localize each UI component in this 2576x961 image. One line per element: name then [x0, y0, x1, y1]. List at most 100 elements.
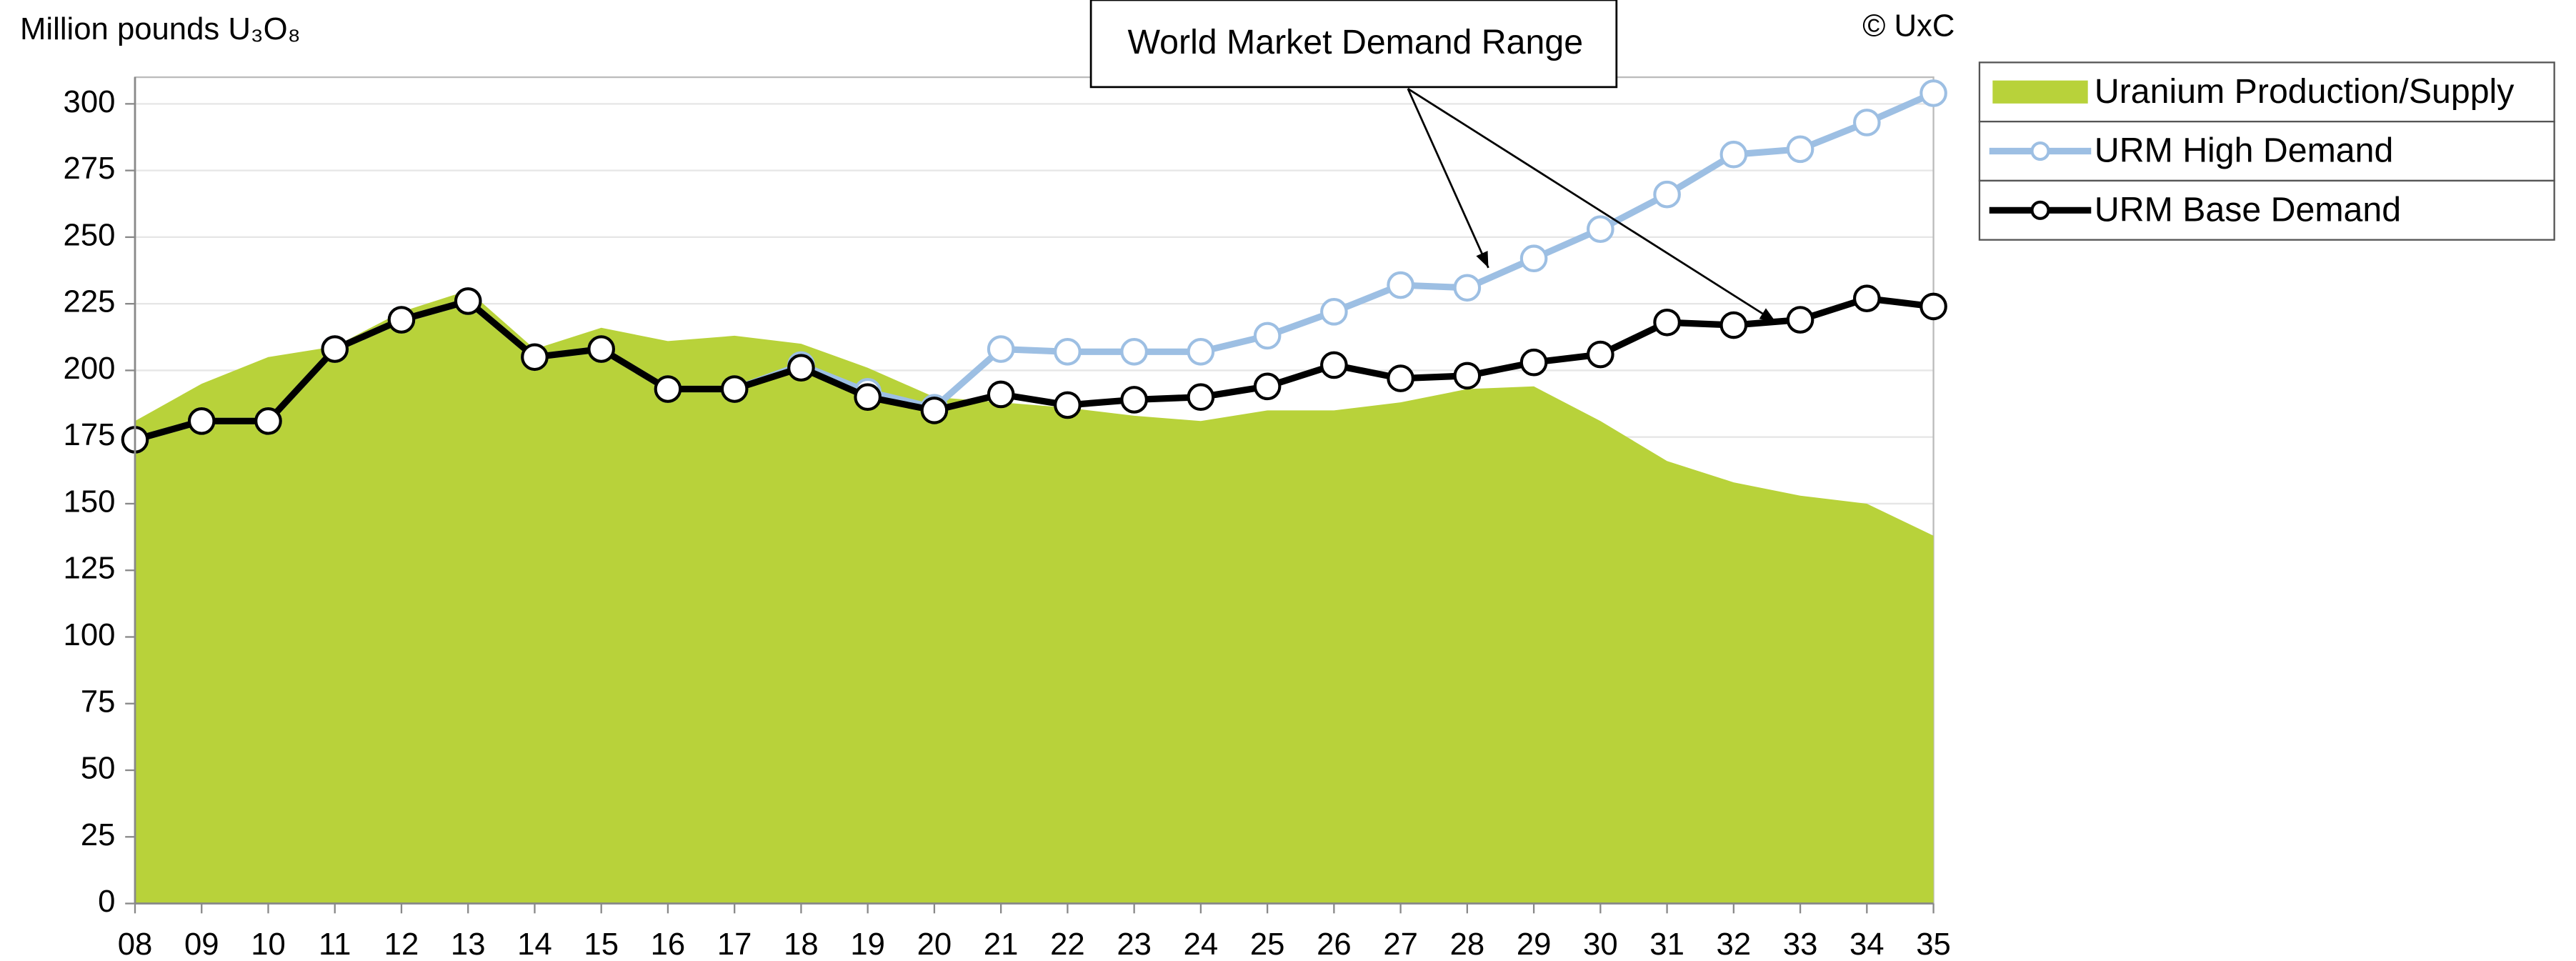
x-tick-label: 31 [1649, 927, 1684, 961]
x-tick-label: 23 [1117, 927, 1152, 961]
demand-marker [254, 407, 282, 435]
x-tick-label: 25 [1250, 927, 1285, 961]
demand-marker [1253, 372, 1282, 401]
demand-marker [1587, 340, 1614, 369]
demand-marker [720, 375, 749, 403]
demand-marker [1719, 311, 1748, 339]
x-tick-label: 22 [1050, 927, 1085, 961]
demand-marker [187, 407, 216, 435]
x-tick-label: 27 [1383, 927, 1418, 961]
demand-marker [987, 380, 1015, 409]
demand-marker [321, 335, 349, 363]
x-tick-label: 24 [1184, 927, 1219, 961]
x-tick-label: 19 [850, 927, 885, 961]
x-tick-label: 35 [1916, 927, 1951, 961]
demand-marker [587, 335, 616, 363]
y-tick-label: 225 [64, 284, 116, 319]
x-tick-label: 08 [118, 927, 153, 961]
supply-area [135, 290, 1934, 904]
demand-marker [1653, 308, 1681, 337]
demand-marker [1919, 292, 1947, 321]
demand-marker [1120, 337, 1148, 366]
legend-marker [2030, 200, 2050, 220]
x-tick-label: 20 [917, 927, 952, 961]
demand-marker [1453, 274, 1482, 302]
x-tick-label: 13 [451, 927, 486, 961]
x-tick-label: 09 [184, 927, 219, 961]
legend-swatch [1992, 80, 2088, 104]
demand-marker [1320, 298, 1348, 326]
demand-marker [1387, 364, 1414, 392]
copyright-note: © UxC [1862, 9, 1955, 44]
y-tick-label: 25 [81, 817, 116, 852]
x-tick-label: 28 [1450, 927, 1485, 961]
demand-marker [1187, 383, 1215, 412]
y-tick-label: 125 [64, 551, 116, 586]
demand-marker [1187, 337, 1215, 366]
annotation-arrow [1407, 88, 1489, 269]
y-axis-label: Million pounds U₃O₈ [20, 11, 301, 46]
demand-marker [1387, 271, 1414, 299]
x-tick-label: 33 [1783, 927, 1818, 961]
x-tick-label: 26 [1317, 927, 1352, 961]
demand-marker [1653, 180, 1681, 209]
demand-marker [1453, 362, 1482, 390]
x-tick-label: 30 [1583, 927, 1618, 961]
demand-marker [1054, 391, 1082, 419]
demand-marker [987, 335, 1015, 363]
y-tick-label: 300 [64, 84, 116, 119]
x-tick-label: 14 [517, 927, 552, 961]
annotation-box [1089, 0, 1618, 89]
demand-marker [1120, 386, 1148, 414]
x-tick-label: 16 [651, 927, 686, 961]
x-tick-label: 11 [319, 927, 351, 961]
y-tick-label: 100 [64, 617, 116, 652]
x-tick-label: 12 [384, 927, 419, 961]
demand-marker [1786, 135, 1814, 164]
x-tick-label: 15 [584, 927, 619, 961]
demand-marker [854, 383, 882, 412]
demand-marker [1919, 79, 1947, 107]
y-tick-label: 175 [64, 417, 116, 452]
demand-marker [1853, 109, 1881, 136]
annotation-text: World Market Demand Range [1127, 23, 1583, 61]
demand-marker [521, 343, 549, 372]
legend-marker [2030, 141, 2050, 161]
demand-marker [387, 306, 416, 334]
y-tick-label: 150 [64, 484, 116, 519]
legend-cell [1978, 179, 2555, 241]
demand-marker [1853, 284, 1881, 313]
legend-label: URM High Demand [2095, 131, 2393, 170]
annotation-arrow [1407, 87, 1777, 323]
demand-marker [1719, 140, 1748, 169]
demand-marker [454, 287, 482, 315]
y-tick-label: 250 [64, 217, 116, 252]
demand-marker [920, 397, 949, 424]
x-tick-label: 29 [1517, 927, 1552, 961]
y-tick-label: 0 [98, 884, 115, 919]
y-tick-label: 50 [81, 751, 116, 786]
y-tick-label: 200 [64, 351, 116, 386]
x-tick-label: 34 [1849, 927, 1884, 961]
demand-marker [1519, 244, 1548, 273]
x-tick-label: 32 [1717, 927, 1752, 961]
demand-marker [1587, 215, 1614, 244]
legend-label: URM Base Demand [2095, 190, 2401, 229]
legend-label: Uranium Production/Supply [2095, 72, 2515, 111]
demand-marker [1253, 322, 1282, 350]
x-tick-label: 17 [717, 927, 752, 961]
demand-marker [787, 354, 815, 382]
x-tick-label: 21 [984, 927, 1019, 961]
x-tick-label: 18 [784, 927, 819, 961]
y-tick-label: 75 [81, 684, 116, 719]
demand-marker [1320, 351, 1348, 379]
demand-line [134, 295, 1935, 443]
demand-marker [654, 375, 682, 403]
x-tick-label: 10 [251, 927, 286, 961]
demand-marker [1054, 337, 1082, 366]
demand-marker [1786, 306, 1814, 334]
y-tick-label: 275 [64, 151, 116, 186]
demand-marker [1519, 348, 1548, 377]
